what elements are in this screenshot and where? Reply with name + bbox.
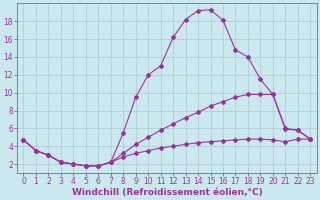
X-axis label: Windchill (Refroidissement éolien,°C): Windchill (Refroidissement éolien,°C) <box>72 188 262 197</box>
